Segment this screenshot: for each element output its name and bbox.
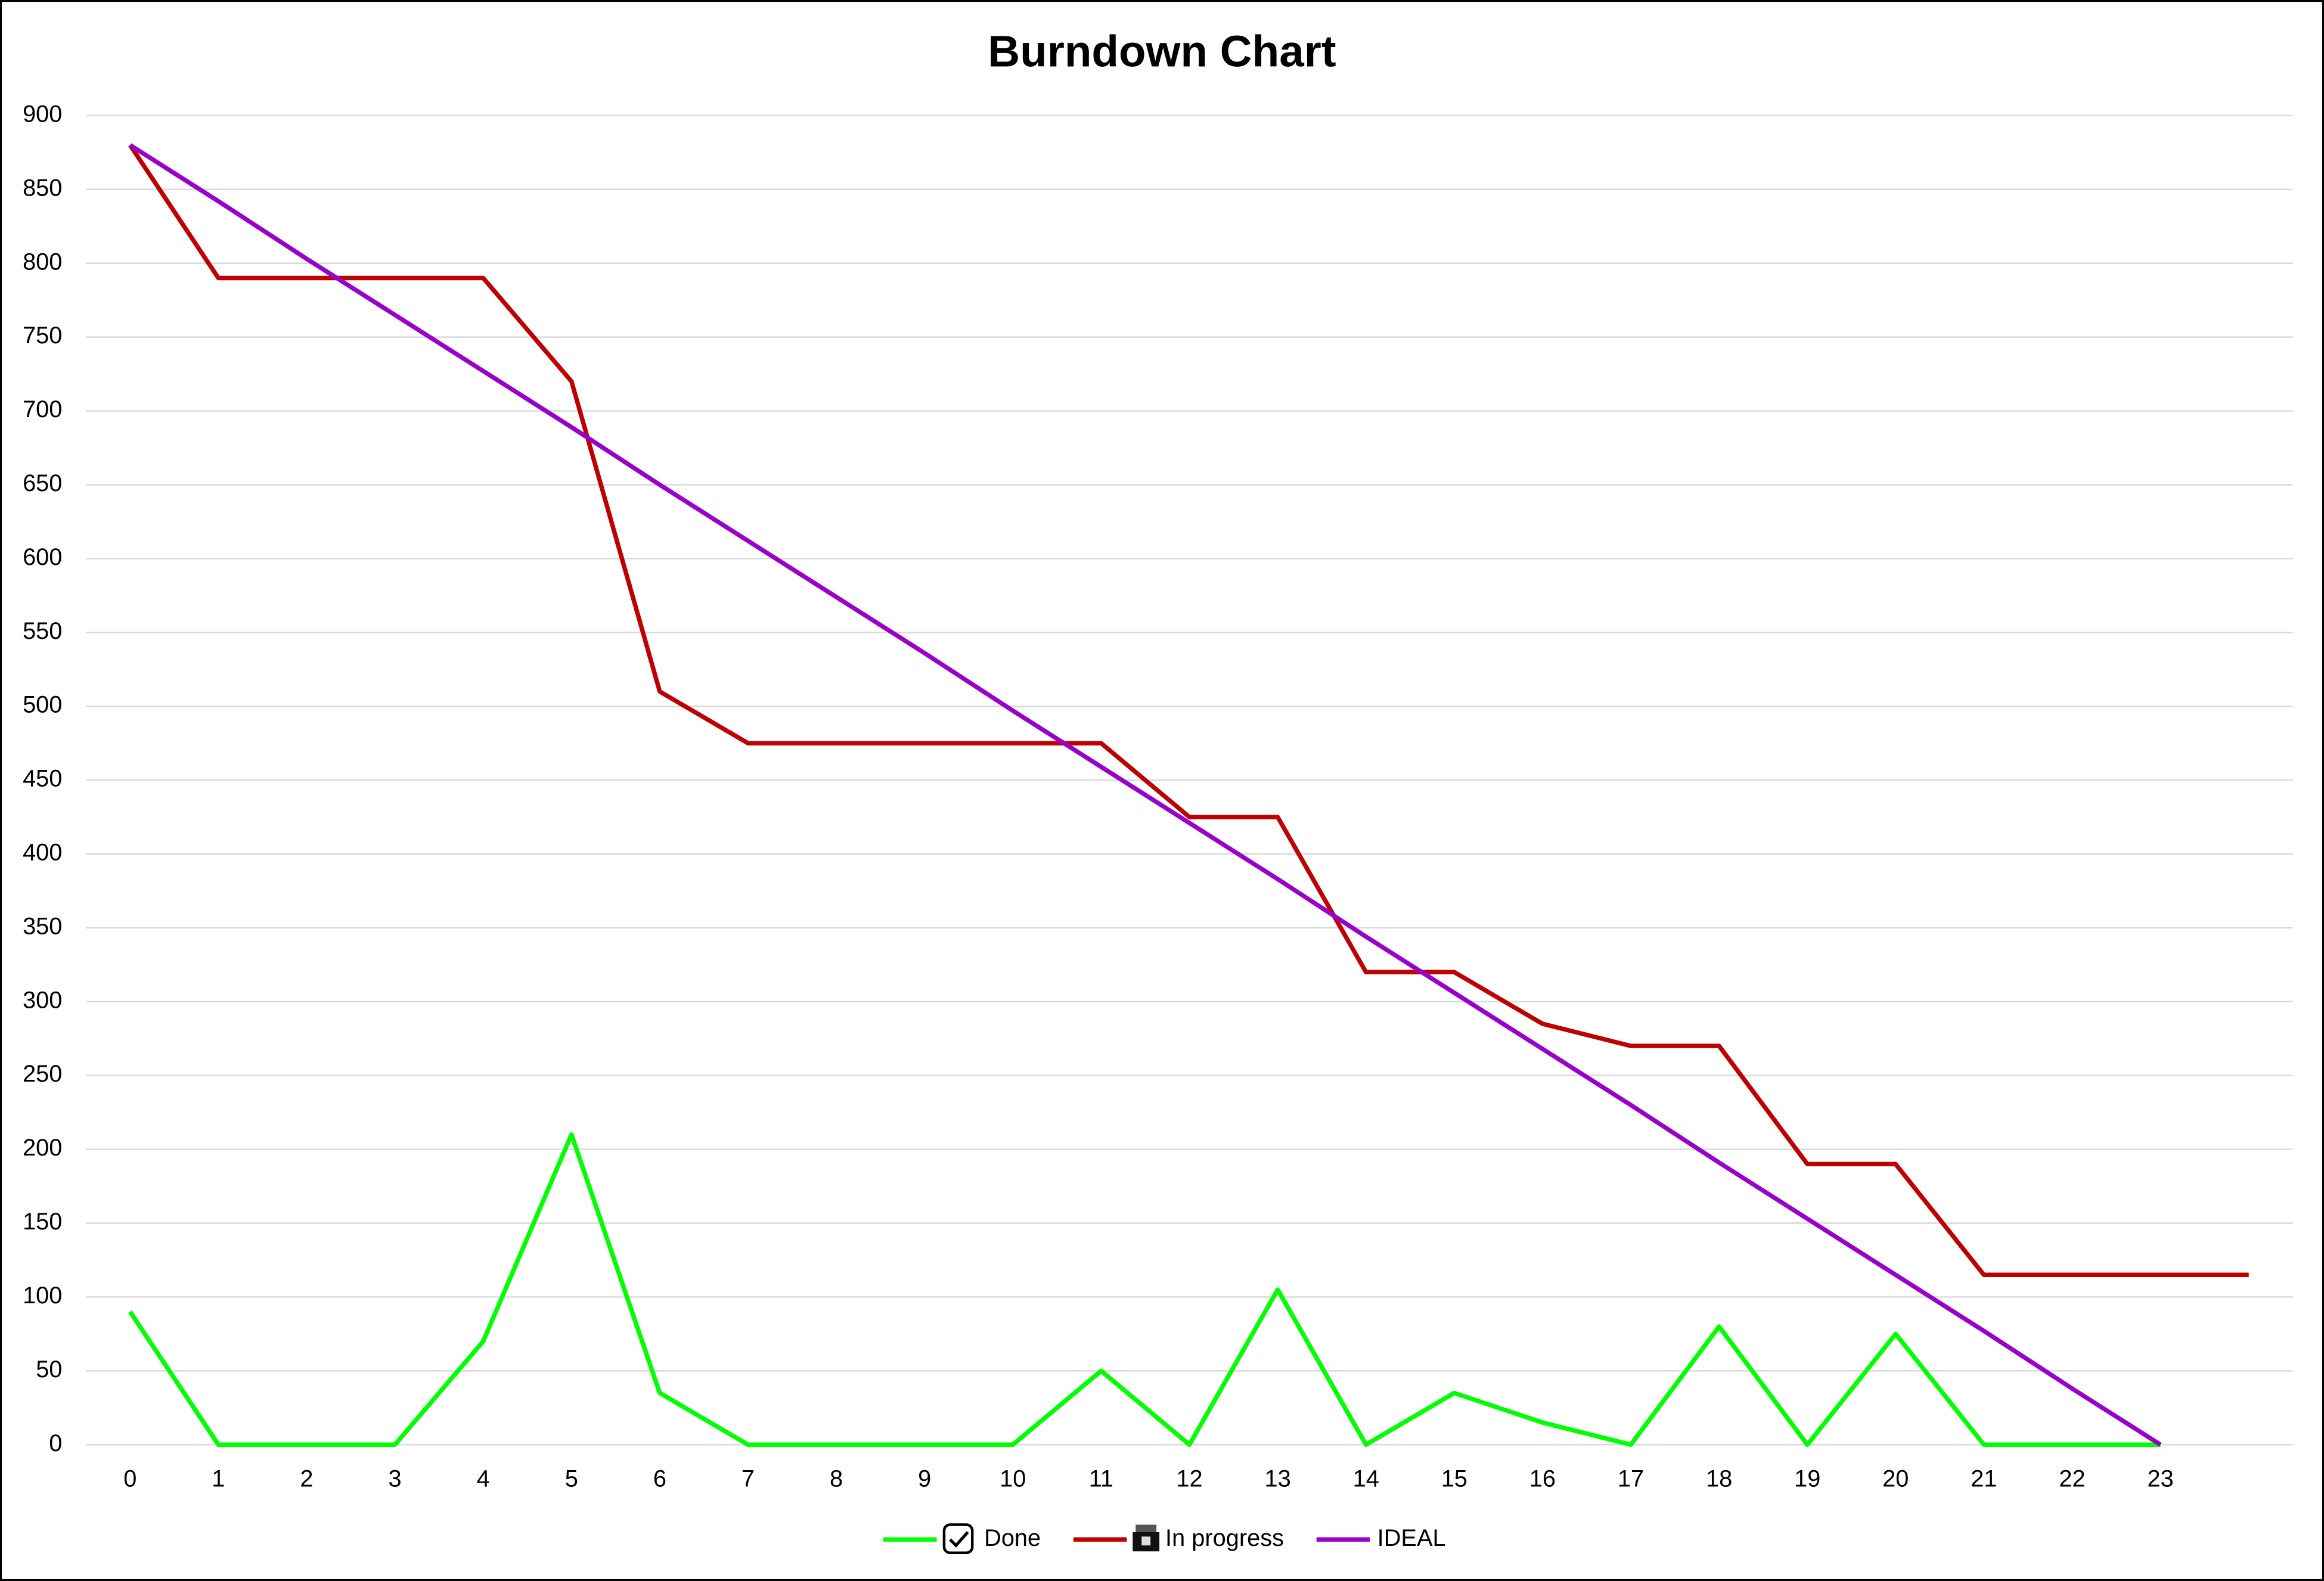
x-tick-label: 6 [653, 1465, 666, 1492]
legend-label: Done [984, 1525, 1041, 1551]
y-tick-label: 400 [23, 840, 62, 866]
x-tick-label: 1 [212, 1465, 225, 1492]
x-tick-label: 0 [123, 1465, 136, 1492]
y-tick-label: 850 [23, 175, 62, 201]
y-tick-label: 0 [49, 1430, 62, 1456]
x-tick-label: 23 [2148, 1465, 2174, 1492]
y-tick-label: 900 [23, 101, 62, 127]
x-tick-label: 4 [477, 1465, 490, 1492]
y-tick-label: 700 [23, 396, 62, 423]
series-line [128, 144, 2249, 1277]
y-tick-label: 300 [23, 987, 62, 1013]
series-line [129, 143, 2162, 1447]
x-tick-label: 21 [1971, 1465, 1997, 1492]
chart-title: Burndown Chart [988, 26, 1336, 76]
x-tick-label: 18 [1706, 1465, 1732, 1492]
x-tick-label: 7 [741, 1465, 755, 1492]
x-tick-label: 15 [1441, 1465, 1467, 1492]
series-line [128, 1132, 2161, 1447]
x-tick-label: 20 [1882, 1465, 1909, 1492]
x-tick-label: 11 [1089, 1465, 1113, 1492]
y-tick-label: 350 [23, 913, 62, 939]
x-tick-label: 13 [1264, 1465, 1290, 1492]
y-tick-label: 200 [23, 1135, 62, 1161]
y-tick-label: 100 [23, 1282, 62, 1309]
y-tick-label: 450 [23, 766, 62, 792]
y-tick-label: 550 [23, 618, 62, 644]
y-tick-label: 250 [23, 1061, 62, 1087]
y-tick-label: 600 [23, 544, 62, 570]
legend-label: IDEAL [1377, 1525, 1446, 1551]
y-tick-label: 150 [23, 1209, 62, 1235]
legend-label: In progress [1165, 1525, 1284, 1551]
x-tick-label: 10 [1000, 1465, 1026, 1492]
x-tick-label: 14 [1353, 1465, 1379, 1492]
y-tick-label: 500 [23, 692, 62, 718]
x-tick-label: 12 [1176, 1465, 1202, 1492]
x-tick-label: 16 [1529, 1465, 1556, 1492]
x-tick-label: 2 [300, 1465, 313, 1492]
legend-icon [1141, 1536, 1151, 1546]
x-tick-label: 3 [389, 1465, 402, 1492]
x-tick-label: 9 [918, 1465, 931, 1492]
legend-icon [949, 1531, 969, 1548]
x-tick-label: 8 [830, 1465, 843, 1492]
y-tick-label: 800 [23, 249, 62, 275]
y-tick-label: 50 [36, 1356, 62, 1383]
legend-icon [1135, 1524, 1157, 1532]
x-tick-label: 5 [565, 1465, 578, 1492]
x-tick-label: 17 [1618, 1465, 1644, 1492]
x-tick-label: 19 [1794, 1465, 1820, 1492]
y-tick-label: 750 [23, 322, 62, 349]
x-tick-label: 22 [2059, 1465, 2085, 1492]
legend-icon [942, 1523, 974, 1554]
y-tick-label: 650 [23, 470, 62, 496]
